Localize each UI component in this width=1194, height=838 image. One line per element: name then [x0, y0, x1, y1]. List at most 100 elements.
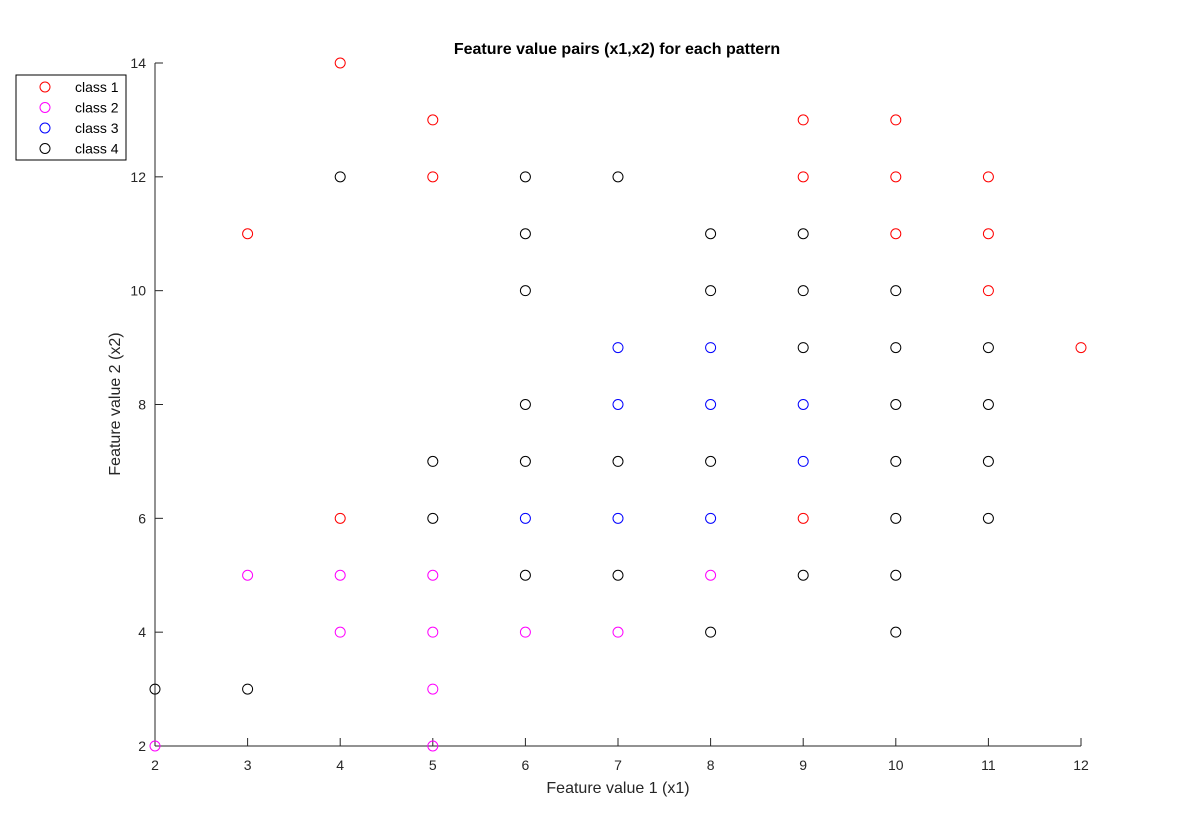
data-point: [519, 626, 531, 638]
data-point: [982, 399, 994, 410]
data-point: [890, 399, 902, 410]
data-point: [705, 228, 717, 240]
data-point: [334, 57, 346, 69]
data-point: [797, 171, 809, 183]
data-point: [890, 626, 902, 638]
x-tick-label: 10: [888, 757, 904, 773]
data-point: [705, 285, 717, 297]
y-axis-ticks: 2 4 6 8 10 12 14: [130, 55, 163, 754]
data-point: [705, 626, 717, 638]
legend-box: [15, 74, 127, 161]
data-point: [427, 569, 439, 581]
data-point: [519, 399, 531, 410]
legend-marker: [39, 81, 51, 93]
data-point: [427, 455, 439, 467]
data-point: [890, 342, 902, 354]
x-tick-label: 3: [244, 757, 252, 773]
legend-marker: [39, 143, 51, 154]
data-point: [797, 285, 809, 297]
data-point: [612, 455, 624, 467]
data-point: [612, 512, 624, 524]
data-point: [890, 285, 902, 297]
x-tick-label: 9: [799, 757, 807, 773]
data-point: [982, 342, 994, 354]
y-tick-label: 8: [138, 397, 146, 413]
data-point: [427, 740, 439, 752]
x-tick-label: 4: [336, 757, 344, 773]
data-point: [242, 683, 254, 695]
data-point: [519, 569, 531, 581]
legend-label: class 2: [75, 100, 119, 116]
data-point: [890, 569, 902, 581]
y-tick-label: 10: [130, 283, 146, 299]
data-point: [797, 114, 809, 126]
data-point: [705, 569, 717, 581]
data-point: [797, 455, 809, 467]
data-point: [519, 285, 531, 297]
y-tick-label: 6: [138, 510, 146, 526]
data-point: [890, 455, 902, 467]
data-point: [982, 171, 994, 183]
legend-label: class 1: [75, 79, 119, 95]
data-point: [519, 171, 531, 183]
data-point: [890, 114, 902, 126]
data-point: [334, 626, 346, 638]
legend-label: class 3: [75, 120, 119, 136]
data-point: [242, 569, 254, 581]
y-tick-label: 14: [130, 55, 146, 71]
y-tick-label: 4: [138, 624, 146, 640]
data-point: [705, 399, 717, 410]
data-point: [427, 512, 439, 524]
data-point: [612, 171, 624, 183]
data-point: [519, 455, 531, 467]
data-point: [982, 512, 994, 524]
legend-marker: [39, 102, 51, 113]
data-point: [982, 228, 994, 240]
data-point: [334, 569, 346, 581]
data-point: [427, 114, 439, 126]
legend-items: class 1 class 2 class 3 class 4: [39, 79, 119, 157]
data-point: [519, 512, 531, 524]
data-point: [427, 683, 439, 695]
data-point: [1075, 342, 1087, 354]
data-point: [612, 626, 624, 638]
data-point: [982, 285, 994, 297]
data-point: [797, 569, 809, 581]
data-point: [982, 455, 994, 467]
data-point: [334, 171, 346, 183]
x-tick-label: 5: [429, 757, 437, 773]
data-point: [890, 171, 902, 183]
data-point: [705, 455, 717, 467]
data-point: [242, 228, 254, 240]
series-class-3: [519, 342, 809, 524]
y-tick-label: 12: [130, 169, 146, 185]
x-tick-label: 8: [707, 757, 715, 773]
x-axis-ticks: 2 3 4 5 6 7 8 9 10 11 12: [151, 738, 1089, 773]
data-point: [612, 342, 624, 354]
data-point: [612, 569, 624, 581]
data-point: [519, 228, 531, 240]
data-point: [797, 228, 809, 240]
data-point: [705, 342, 717, 354]
data-point: [797, 512, 809, 524]
series-class-4: [149, 171, 994, 695]
data-point: [797, 399, 809, 410]
data-point: [890, 228, 902, 240]
legend: class 1 class 2 class 3 class 4: [15, 74, 127, 161]
data-point: [334, 512, 346, 524]
data-point: [149, 740, 161, 752]
data-point: [705, 512, 717, 524]
x-tick-label: 6: [522, 757, 530, 773]
x-axis-title: Feature value 1 (x1): [546, 780, 689, 797]
data-point: [149, 683, 161, 695]
data-point: [890, 512, 902, 524]
legend-label: class 4: [75, 141, 119, 157]
data-point: [427, 626, 439, 638]
legend-marker: [39, 122, 51, 134]
data-point: [427, 171, 439, 183]
y-tick-label: 2: [138, 738, 146, 754]
chart-title: Feature value pairs (x1,x2) for each pat…: [454, 41, 780, 58]
x-tick-label: 7: [614, 757, 622, 773]
y-axis-title: Feature value 2 (x2): [107, 332, 124, 475]
